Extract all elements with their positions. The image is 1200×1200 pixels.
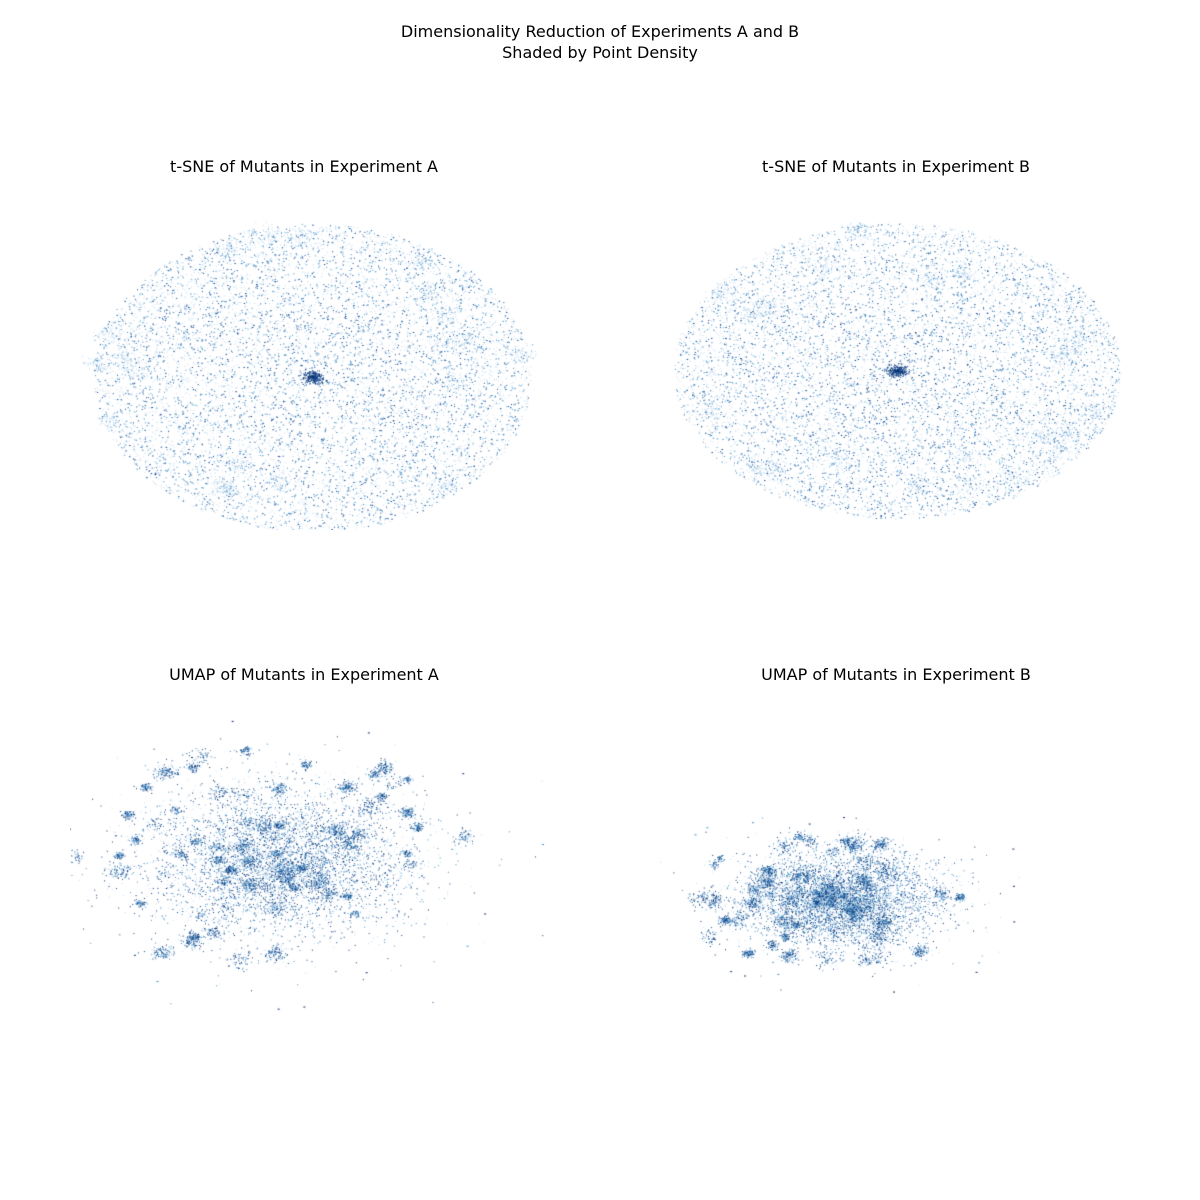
figure-subtitle: Shaded by Point Density — [502, 43, 698, 62]
umap-a-scatter — [70, 690, 590, 1030]
tsne-b-title: t-SNE of Mutants in Experiment B — [762, 157, 1030, 176]
umap-b-title: UMAP of Mutants in Experiment B — [761, 665, 1031, 684]
figure-title: Dimensionality Reduction of Experiments … — [400, 22, 800, 41]
umap-a-title: UMAP of Mutants in Experiment A — [169, 665, 439, 684]
umap-b-scatter — [660, 690, 1160, 1030]
tsne-a-scatter — [68, 212, 538, 530]
tsne-a-title: t-SNE of Mutants in Experiment A — [170, 157, 438, 176]
tsne-b-scatter — [662, 212, 1132, 530]
